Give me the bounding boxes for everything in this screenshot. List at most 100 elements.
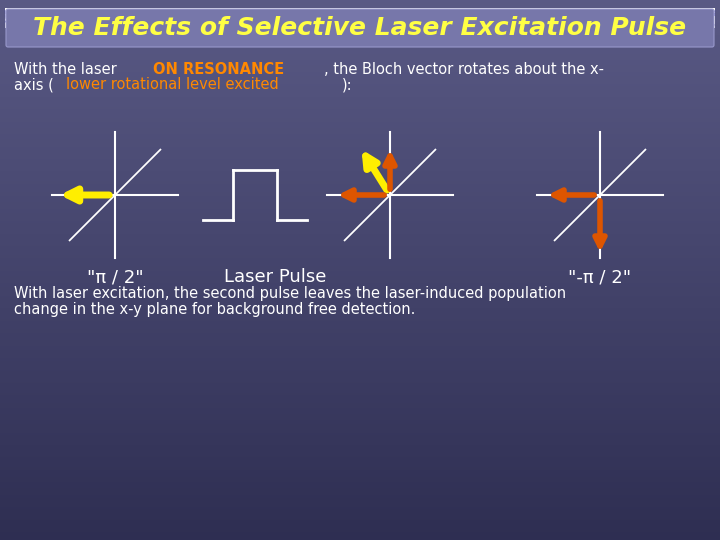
Bar	[0, 193, 720, 194]
Bar	[0, 61, 720, 62]
Bar	[0, 291, 720, 292]
Bar	[0, 184, 720, 185]
Bar	[0, 89, 720, 90]
Bar	[0, 294, 720, 295]
Bar	[0, 522, 720, 523]
Bar	[0, 88, 720, 89]
Text: With the laser: With the laser	[14, 62, 122, 77]
Bar	[0, 329, 720, 330]
Bar	[0, 59, 720, 60]
Bar	[0, 258, 720, 259]
Bar	[0, 495, 720, 496]
Bar	[0, 436, 720, 437]
Bar	[0, 46, 720, 47]
Bar	[0, 190, 720, 191]
Bar	[0, 454, 720, 455]
Bar	[0, 334, 720, 335]
Bar	[0, 461, 720, 462]
Bar	[0, 487, 720, 488]
Bar	[0, 519, 720, 520]
Bar	[0, 86, 720, 87]
Bar	[0, 378, 720, 379]
Bar	[0, 194, 720, 195]
Bar	[0, 510, 720, 511]
Bar	[0, 103, 720, 104]
Bar	[0, 145, 720, 146]
Bar	[0, 401, 720, 402]
Bar	[0, 413, 720, 414]
Bar	[0, 191, 720, 192]
Bar	[0, 301, 720, 302]
Bar	[0, 81, 720, 82]
Bar	[0, 33, 720, 34]
Bar	[0, 290, 720, 291]
Bar	[0, 405, 720, 406]
Bar	[0, 18, 720, 19]
Bar	[0, 515, 720, 516]
Bar	[0, 131, 720, 132]
Bar	[0, 508, 720, 509]
Bar	[0, 205, 720, 206]
Bar	[0, 157, 720, 158]
Bar	[0, 370, 720, 371]
Bar	[0, 302, 720, 303]
Bar	[0, 263, 720, 264]
Bar	[0, 95, 720, 96]
Bar	[0, 173, 720, 174]
Bar	[0, 532, 720, 533]
Bar	[0, 407, 720, 408]
Bar	[0, 531, 720, 532]
Bar	[0, 489, 720, 490]
Bar	[0, 84, 720, 85]
Bar	[0, 406, 720, 407]
Bar	[0, 19, 720, 20]
Bar	[0, 254, 720, 255]
Bar	[0, 498, 720, 499]
Bar	[0, 224, 720, 225]
Bar	[0, 142, 720, 143]
Bar	[0, 432, 720, 433]
Bar	[0, 481, 720, 482]
Bar	[0, 17, 720, 18]
Bar	[0, 32, 720, 33]
Bar	[0, 517, 720, 518]
Bar	[0, 287, 720, 288]
Bar	[0, 206, 720, 207]
Bar	[0, 306, 720, 307]
Bar	[0, 298, 720, 299]
Bar	[0, 372, 720, 373]
Bar	[0, 437, 720, 438]
Bar	[0, 524, 720, 525]
Bar	[0, 137, 720, 138]
Bar	[0, 11, 720, 12]
Bar	[0, 188, 720, 189]
Bar	[0, 85, 720, 86]
Bar	[0, 240, 720, 241]
Bar	[0, 67, 720, 68]
Bar	[0, 539, 720, 540]
Bar	[0, 450, 720, 451]
Bar	[0, 404, 720, 405]
Bar	[0, 133, 720, 134]
Bar	[0, 533, 720, 534]
Bar	[0, 534, 720, 535]
Text: "π / 2": "π / 2"	[86, 268, 143, 286]
Bar	[0, 409, 720, 410]
Bar	[0, 343, 720, 344]
Bar	[0, 412, 720, 413]
Bar	[0, 356, 720, 357]
Bar	[0, 472, 720, 473]
Bar	[0, 196, 720, 197]
Bar	[0, 389, 720, 390]
Bar	[0, 431, 720, 432]
Bar	[0, 235, 720, 236]
Bar	[0, 241, 720, 242]
Bar	[0, 388, 720, 389]
Bar	[0, 9, 720, 10]
Bar	[0, 96, 720, 97]
Bar	[0, 369, 720, 370]
Bar	[0, 243, 720, 244]
Bar	[0, 284, 720, 285]
Bar	[0, 6, 720, 7]
Bar	[0, 525, 720, 526]
